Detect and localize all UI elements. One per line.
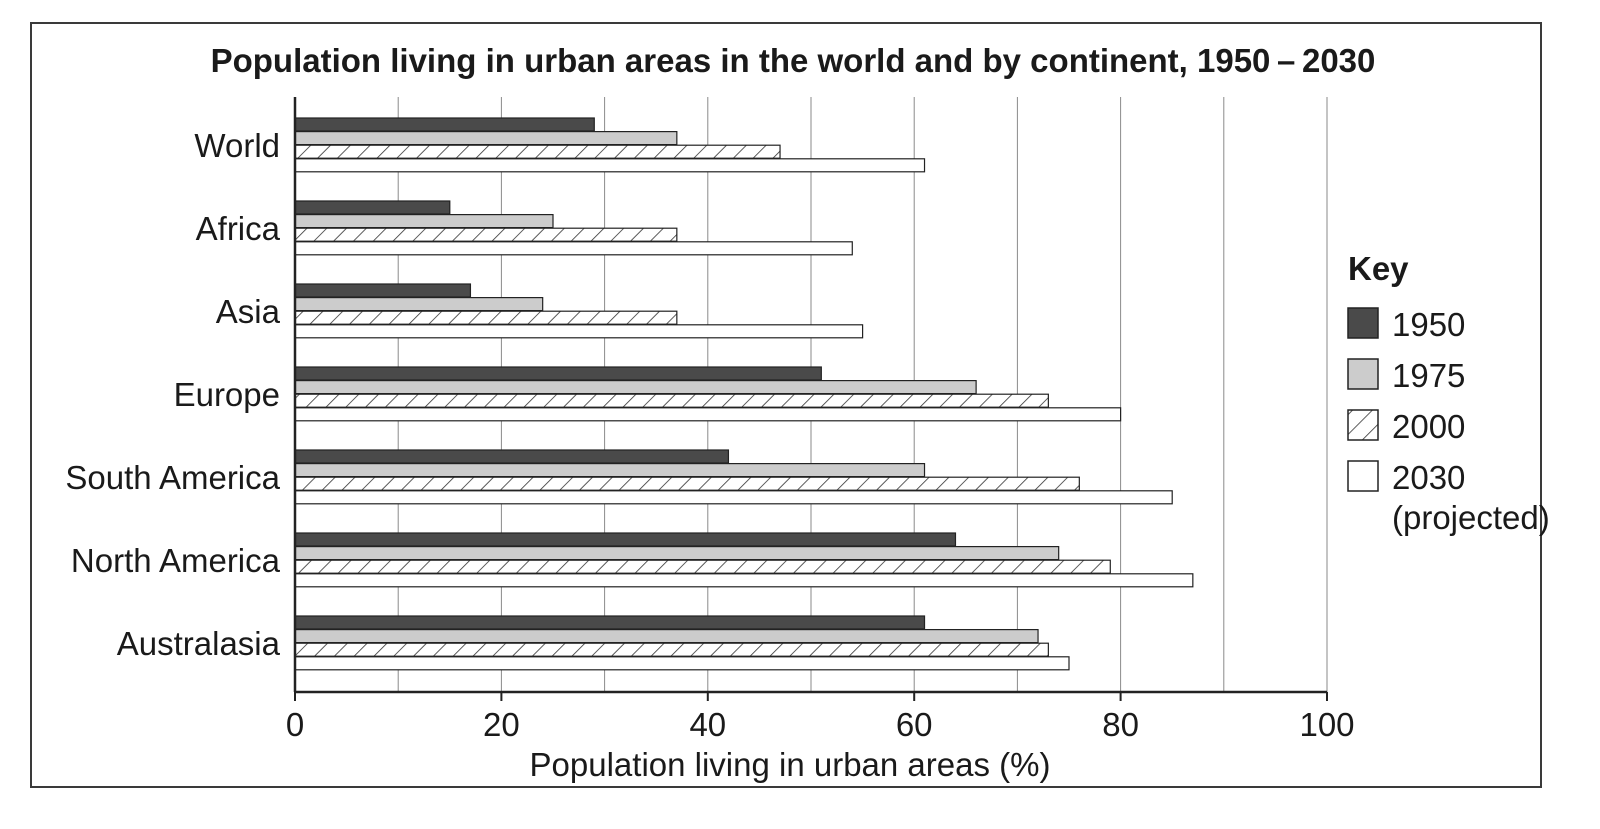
legend-label-2030: 2030 [1392,459,1465,496]
legend-swatch-2030 [1347,460,1379,492]
bar-europe-1975 [294,380,977,395]
x-tick-label: 80 [1102,706,1139,743]
bar-australasia-1950 [294,615,926,630]
bar-europe-2030 [294,407,1122,422]
legend-swatch-2000 [1347,409,1379,441]
tick-labels: 0 20 40 60 80 100 [286,706,1355,743]
bar-world-1950 [294,117,595,132]
bar-world-2030 [294,158,926,173]
legend-label-2000: 2000 [1392,408,1465,445]
bar-australasia-2030 [294,656,1070,671]
x-tick-label: 60 [896,706,933,743]
chart-title: Population living in urban areas in the … [211,42,1376,79]
legend-swatch-1975 [1347,358,1379,390]
legend: Key 1950 1975 2000 2030(projected) [1347,250,1550,536]
legend-label-1975: 1975 [1392,357,1465,394]
legend-label-1950: 1950 [1392,306,1465,343]
category-labels: World Africa Asia Europe South America North … [65,127,280,662]
legend-swatch-1950 [1347,307,1379,339]
bar-north-america-1975 [294,545,1060,561]
x-tick-label: 20 [483,706,520,743]
category-label: Asia [216,293,281,330]
grid-lines [397,97,1328,692]
bar-asia-2000 [294,310,678,325]
bar-world-1975 [294,131,678,146]
x-tick-label: 40 [689,706,726,743]
bar-europe-2000 [294,393,1049,408]
bars [294,117,1194,671]
bar-south-america-1975 [294,463,926,478]
axes [293,97,1328,701]
legend-label-2030-note: (projected) [1392,499,1550,536]
bar-north-america-1950 [294,532,957,547]
x-tick-label: 100 [1299,706,1354,743]
bar-north-america-2030 [294,573,1194,588]
bar-asia-2030 [294,324,864,339]
category-label: Australasia [117,625,281,662]
x-tick-label: 0 [286,706,304,743]
bar-asia-1975 [294,297,544,312]
bar-north-america-2000 [294,559,1111,574]
chart-frame [30,22,1542,788]
bar-africa-2030 [294,241,853,256]
bar-africa-1950 [294,200,451,215]
bar-world-2000 [294,144,781,159]
bar-europe-1950 [294,366,822,381]
category-label: Africa [196,210,281,247]
bar-south-america-1950 [294,449,730,464]
legend-title: Key [1348,250,1409,287]
bar-australasia-2000 [294,642,1049,657]
bar-africa-1975 [294,214,554,229]
category-label: South America [65,459,280,496]
category-label: North America [71,542,281,579]
category-label: Europe [174,376,280,413]
bar-asia-1950 [294,283,472,298]
bar-south-america-2000 [294,476,1080,491]
bar-south-america-2030 [294,490,1173,505]
category-label: World [194,127,280,164]
bar-australasia-1975 [294,628,1039,644]
bar-africa-2000 [294,227,678,242]
x-axis-label: Population living in urban areas (%) [530,746,1051,783]
